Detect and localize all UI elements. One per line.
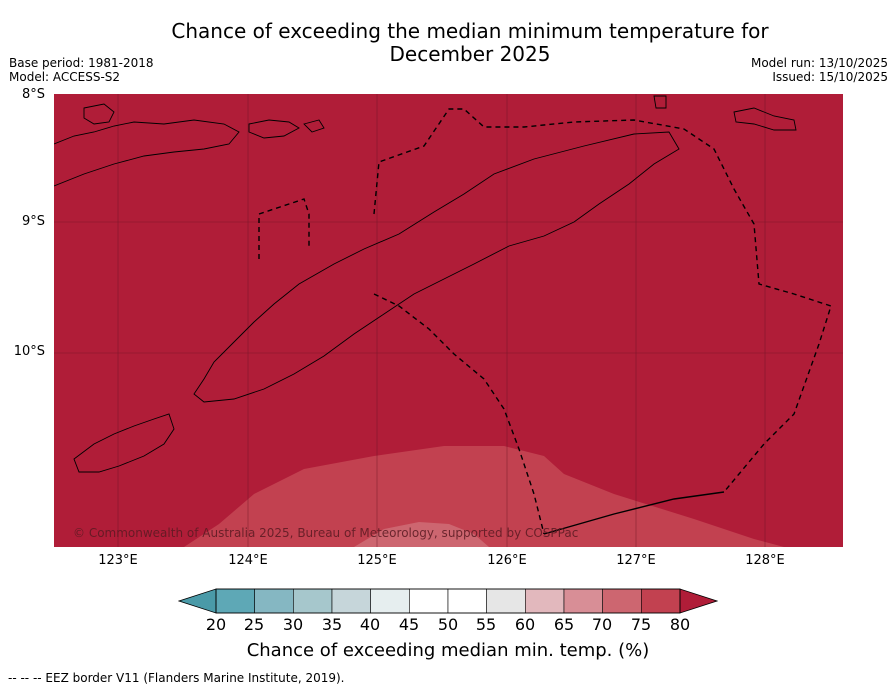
colorbar-segment: [602, 588, 642, 614]
colorbar-segment: [563, 588, 603, 614]
probability-zone-70: [354, 522, 489, 547]
issued-date: Issued: 15/10/2025: [772, 70, 888, 84]
title-line-2: December 2025: [389, 42, 551, 66]
eez-south: [373, 293, 545, 535]
lon-label-123e: 123°E: [98, 553, 138, 568]
colorbar-segment: [641, 588, 681, 614]
map-canvas: [54, 94, 843, 547]
colorbar-tick-50: 50: [437, 615, 459, 634]
probability-zone-75: [184, 446, 784, 547]
colorbar-tick-40: 40: [359, 615, 381, 634]
lon-label-126e: 126°E: [487, 553, 527, 568]
rote-coast: [73, 413, 175, 473]
eez-solid-segment: [543, 491, 725, 535]
lon-label-128e: 128°E: [745, 553, 785, 568]
colorbar-title: Chance of exceeding median min. temp. (%…: [246, 640, 650, 661]
timor-coast: [193, 131, 680, 403]
eastern-islands: [733, 107, 797, 131]
colorbar-tick-70: 70: [591, 615, 613, 634]
eez-border: [258, 108, 832, 535]
model-run: Model run: 13/10/2025: [750, 56, 888, 70]
alor-island: [248, 119, 300, 139]
small-island-2: [303, 119, 325, 133]
lat-label-8s: 8°S: [21, 87, 45, 102]
colorbar-tick-25: 25: [243, 615, 265, 634]
wetar-islet: [653, 95, 667, 109]
eez-oecusse: [258, 198, 310, 259]
copyright-notice: © Commonwealth of Australia 2025, Bureau…: [73, 526, 579, 540]
colorbar-segment: [486, 588, 526, 614]
lat-label-9s: 9°S: [21, 214, 45, 229]
colorbar-tick-45: 45: [398, 615, 420, 634]
colorbar: [178, 588, 718, 614]
colorbar-tick-75: 75: [630, 615, 652, 634]
eez-footnote: -- -- -- EEZ border V11 (Flanders Marine…: [8, 671, 345, 685]
colorbar-tick-65: 65: [553, 615, 575, 634]
colorbar-segments: [215, 588, 681, 614]
colorbar-tick-55: 55: [475, 615, 497, 634]
colorbar-tick-60: 60: [514, 615, 536, 634]
colorbar-segment: [215, 588, 255, 614]
colorbar-under-arrow: [178, 588, 217, 614]
lon-label-127e: 127°E: [616, 553, 656, 568]
meta-right: Model run: 13/10/2025 Issued: 15/10/2025: [751, 56, 888, 84]
colorbar-over-arrow: [679, 588, 718, 614]
eez-east: [373, 108, 832, 493]
colorbar-segment: [409, 588, 449, 614]
title-line-1: Chance of exceeding the median minimum t…: [171, 19, 769, 43]
small-island-1: [83, 103, 115, 125]
coastlines: [54, 95, 797, 473]
model-name: Model: ACCESS-S2: [9, 70, 121, 84]
colorbar-segment: [525, 588, 565, 614]
lon-label-124e: 124°E: [228, 553, 268, 568]
colorbar-segment: [447, 588, 487, 614]
colorbar-segment: [370, 588, 410, 614]
lat-label-10s: 10°S: [13, 344, 45, 359]
flores-coast: [54, 119, 240, 187]
chart-title: Chance of exceeding the median minimum t…: [130, 20, 810, 66]
lon-label-125e: 125°E: [357, 553, 397, 568]
meta-left: Base period: 1981-2018 Model: ACCESS-S2: [9, 56, 154, 84]
colorbar-segment: [293, 588, 333, 614]
colorbar-tick-35: 35: [321, 615, 343, 634]
colorbar-segment: [331, 588, 371, 614]
colorbar-tick-30: 30: [282, 615, 304, 634]
colorbar-frame: [215, 588, 681, 614]
colorbar-tick-20: 20: [205, 615, 227, 634]
colorbar-segment: [254, 588, 294, 614]
base-period: Base period: 1981-2018: [9, 56, 154, 70]
colorbar-tick-80: 80: [669, 615, 691, 634]
